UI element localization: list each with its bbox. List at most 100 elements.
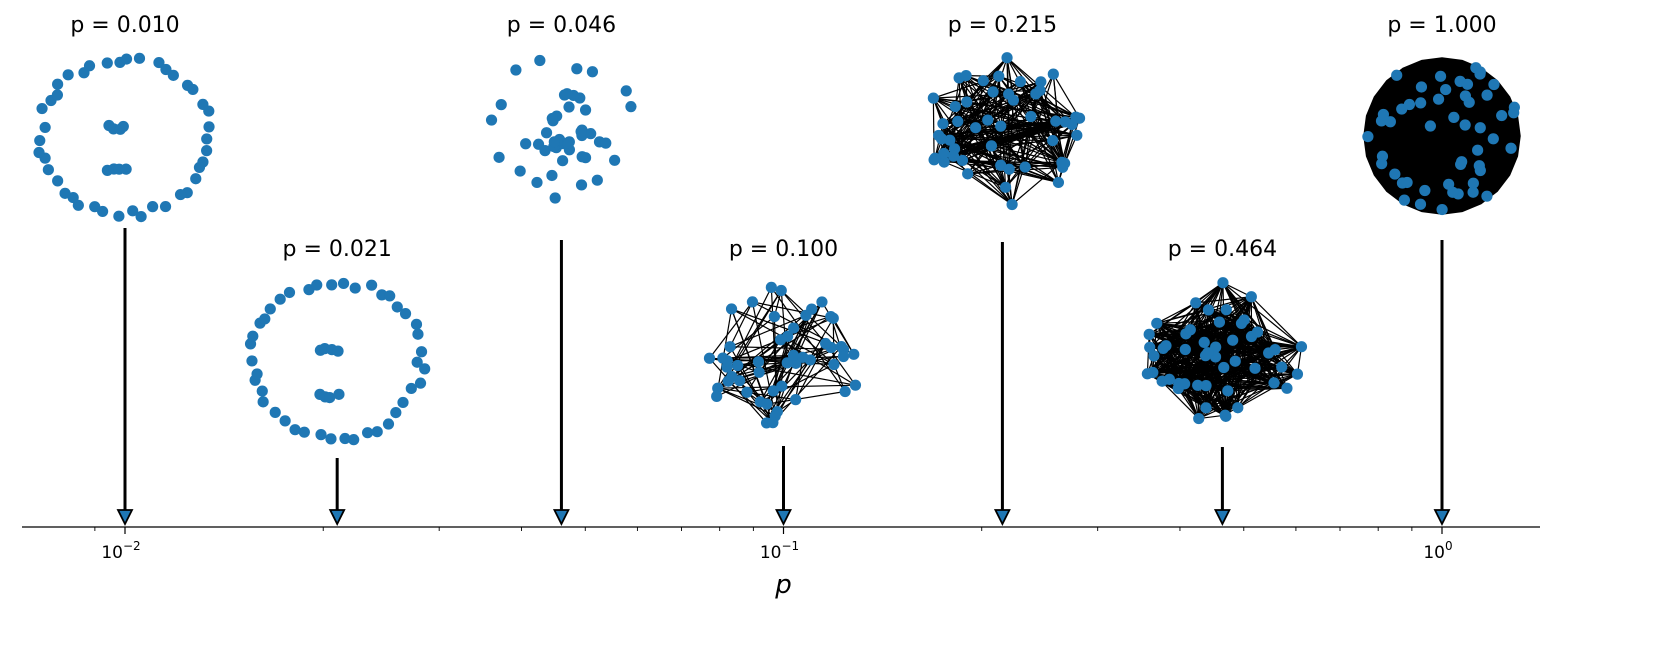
graph-node <box>787 349 800 361</box>
graph-edge <box>1438 98 1479 151</box>
graph-node <box>816 296 828 308</box>
graph-node <box>721 355 733 367</box>
graph-node <box>982 114 994 126</box>
graph-node <box>251 368 263 380</box>
graph-edge <box>772 346 842 424</box>
graph-title: p = 0.010 <box>70 13 179 38</box>
graph-edge <box>1510 112 1515 149</box>
graph-node <box>790 394 802 406</box>
graph-edge <box>941 123 1073 140</box>
graph-node <box>839 385 851 398</box>
graph-title: p = 0.021 <box>282 237 391 262</box>
x-axis-label: p <box>774 570 792 600</box>
graph-title: p = 1.000 <box>1387 13 1496 38</box>
graph-node <box>493 151 505 163</box>
graph-node <box>1398 194 1410 206</box>
graph-edge <box>1168 349 1186 380</box>
graph-node <box>768 310 781 323</box>
graph-node <box>256 385 268 397</box>
graph-node <box>361 427 374 439</box>
graph-node <box>781 357 793 369</box>
graph-node <box>949 100 961 113</box>
graph-edge <box>1406 98 1440 183</box>
graph-titles: p = 0.010 p = 0.021 p = 0.046 p = 0.100 p = … <box>70 13 1496 262</box>
tick-label: 10−1 <box>760 539 799 563</box>
graph-node <box>1157 342 1169 355</box>
graph-edge <box>729 314 807 348</box>
graph-node <box>1059 116 1071 128</box>
graph-node <box>1443 178 1455 190</box>
graph-edge <box>941 57 1008 140</box>
graph-panel <box>1141 277 1308 425</box>
graph-node <box>712 382 724 394</box>
arrow-head <box>552 509 570 527</box>
graph-node <box>1141 368 1153 380</box>
graph-node <box>411 356 423 368</box>
graph-node <box>1401 176 1413 189</box>
graph-node <box>549 192 561 204</box>
graph-node <box>1151 317 1163 329</box>
graph-node <box>1232 402 1244 414</box>
graph-node <box>348 434 360 446</box>
graph-edge <box>1169 366 1224 380</box>
graph-edge <box>941 93 1009 140</box>
graph-edge <box>942 123 1007 188</box>
graph-node <box>1163 373 1175 385</box>
graph-node <box>1202 304 1215 316</box>
graph-node <box>1200 402 1212 414</box>
graph-edge <box>1237 373 1298 409</box>
graph-edge <box>1052 73 1081 119</box>
graph-edge <box>1147 366 1224 375</box>
graph-edge <box>780 339 856 386</box>
graph-node <box>159 200 172 213</box>
graph-edge <box>966 101 1026 168</box>
graph-node <box>1144 341 1156 353</box>
graph-node <box>961 96 973 108</box>
graph-node <box>562 137 574 149</box>
graph-node <box>390 406 402 419</box>
graph-node <box>1003 88 1015 100</box>
graph-node <box>1295 341 1308 353</box>
graph-node <box>987 86 999 98</box>
graph-node <box>1459 90 1472 102</box>
graph-edge <box>780 290 842 348</box>
graph-edge <box>1250 296 1302 348</box>
graph-edge <box>793 315 831 329</box>
graph-node <box>1219 409 1231 421</box>
graph-node <box>274 293 286 305</box>
graph-edge <box>933 97 988 121</box>
graph-node <box>269 406 281 418</box>
graph-edge <box>821 301 855 355</box>
graph-node <box>1006 198 1018 211</box>
graph-edge <box>1156 322 1258 333</box>
graph-node <box>600 137 612 149</box>
graph-edge <box>1420 102 1426 191</box>
graph-edge <box>1394 102 1422 175</box>
graph-edge <box>1195 296 1252 304</box>
graph-node <box>1291 368 1304 380</box>
graph-node <box>1227 334 1239 346</box>
graph-edge <box>752 301 834 319</box>
graph-node <box>1276 361 1288 373</box>
graph-node <box>1235 317 1248 330</box>
graph-edge <box>932 98 935 160</box>
graph-node <box>960 69 972 82</box>
graph-node <box>1474 164 1486 177</box>
graph-node <box>289 424 301 436</box>
graph-node <box>741 386 753 398</box>
graph-node <box>765 281 777 293</box>
graph-panel <box>485 54 637 204</box>
graph-node <box>1472 144 1484 156</box>
tick-label: 10−2 <box>101 539 140 563</box>
graph-edge <box>1177 388 1200 419</box>
graph-edge <box>1273 346 1302 384</box>
graph-node <box>944 134 956 146</box>
arrows <box>116 228 1451 527</box>
graph-edge <box>1472 112 1515 193</box>
graph-panel <box>1362 57 1521 216</box>
graph-node <box>101 57 113 69</box>
graph-node <box>1034 84 1046 96</box>
graph-node <box>147 201 159 213</box>
graph-node <box>1071 129 1083 141</box>
